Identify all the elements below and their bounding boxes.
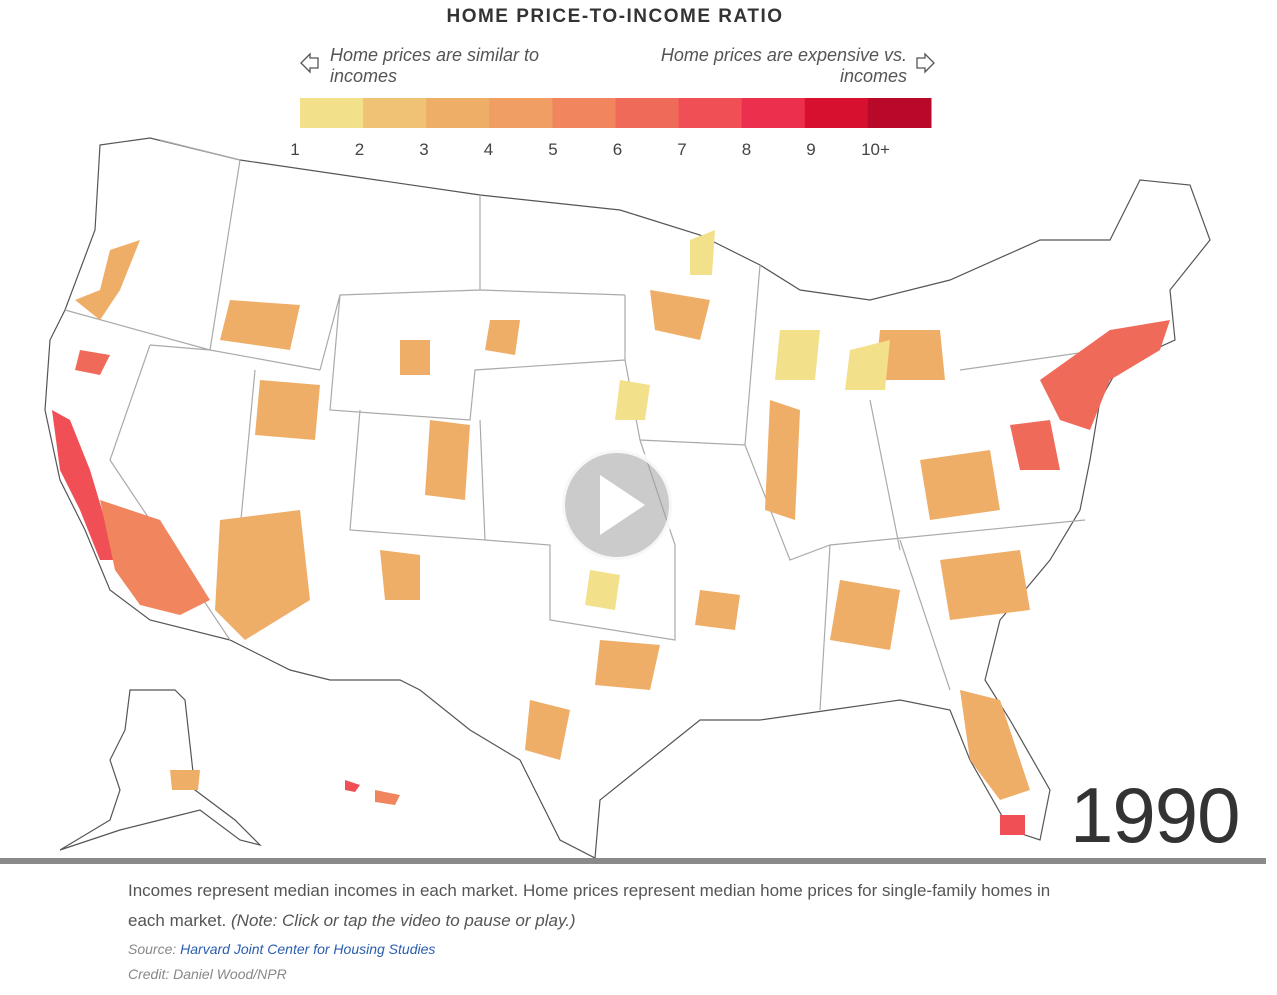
source: Source: Harvard Joint Center for Housing… <box>128 941 435 957</box>
title: HOME PRICE-TO-INCOME RATIO <box>446 6 784 27</box>
legend-swatch <box>552 98 616 128</box>
source-link[interactable]: Harvard Joint Center for Housing Studies <box>180 941 436 957</box>
play-button[interactable] <box>559 447 675 563</box>
legend-tick-label: 3 <box>419 140 428 159</box>
credit: Credit: Daniel Wood/NPR <box>128 966 287 982</box>
legend-swatch <box>615 98 680 128</box>
legend-swatch <box>300 98 364 128</box>
caption: Incomes represent median incomes in each… <box>128 876 1088 936</box>
caption-text: Incomes represent median incomes in each… <box>128 881 1051 930</box>
legend-swatch <box>489 98 553 128</box>
legend-tick-label: 4 <box>484 140 493 159</box>
legend-tick-label: 6 <box>613 140 622 159</box>
legend-tick-label: 9 <box>806 140 815 159</box>
legend-swatch <box>867 98 932 128</box>
legend-tick-label: 7 <box>677 140 686 159</box>
legend-tick-label: 2 <box>355 140 364 159</box>
legend-swatch <box>426 98 490 128</box>
legend-tick-label: 10+ <box>861 140 890 159</box>
legend-right-label: Home prices are expensive vs. incomes <box>660 45 907 86</box>
source-label: Source: <box>128 941 177 957</box>
legend-swatch <box>804 98 869 128</box>
map-video[interactable]: 1 2 3 4 5 6 7 8 9 10+ <box>0 0 1277 860</box>
legend-tick-label: 5 <box>548 140 557 159</box>
legend-left-label: Home prices are similar to incomes <box>330 45 540 86</box>
year-label: 1990 <box>1070 771 1241 859</box>
legend-tick-label: 1 <box>290 140 299 159</box>
legend-ramp <box>300 98 932 128</box>
legend-tick-label: 8 <box>742 140 751 159</box>
legend-swatch <box>678 98 743 128</box>
arrows <box>300 52 935 74</box>
legend-swatch <box>363 98 427 128</box>
caption-note: (Note: Click or tap the video to pause o… <box>231 911 576 930</box>
video-progress-bar[interactable] <box>0 858 1266 864</box>
legend-ticks: 1 2 3 4 5 6 7 8 9 10+ <box>290 140 890 159</box>
legend-swatch <box>741 98 806 128</box>
